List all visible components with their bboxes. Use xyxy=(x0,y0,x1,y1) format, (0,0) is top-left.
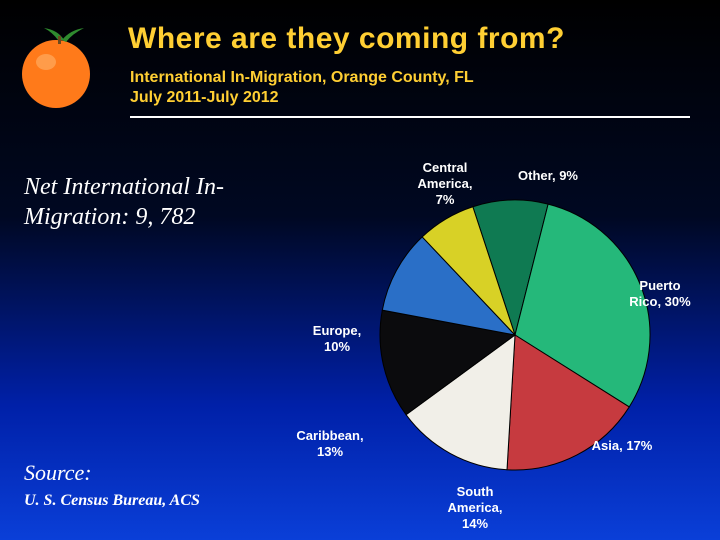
subtitle-line1: International In-Migration, Orange Count… xyxy=(130,69,474,86)
pie-label: Caribbean,13% xyxy=(296,428,363,459)
pie-label: Other, 9% xyxy=(518,168,578,183)
subtitle-line2: July 2011-July 2012 xyxy=(130,89,279,106)
source-value: U. S. Census Bureau, ACS xyxy=(24,492,200,510)
pie-label: Asia, 17% xyxy=(592,438,653,453)
title-underline xyxy=(130,116,690,118)
net-migration-text: Net International In-Migration: 9, 782 xyxy=(24,172,254,232)
page-title: Where are they coming from? xyxy=(128,22,704,56)
pie-chart: Other, 9% PuertoRico, 30% Asia, 17% SouthAm… xyxy=(250,160,710,530)
pie-label: Europe,10% xyxy=(313,323,361,354)
pie-label: CentralAmerica,7% xyxy=(418,160,473,207)
pie-label: SouthAmerica,14% xyxy=(448,484,503,530)
source-label: Source: xyxy=(24,460,92,486)
pie-label: PuertoRico, 30% xyxy=(629,278,691,309)
orange-logo-icon xyxy=(8,18,104,114)
page-subtitle: International In-Migration, Orange Count… xyxy=(130,68,704,108)
